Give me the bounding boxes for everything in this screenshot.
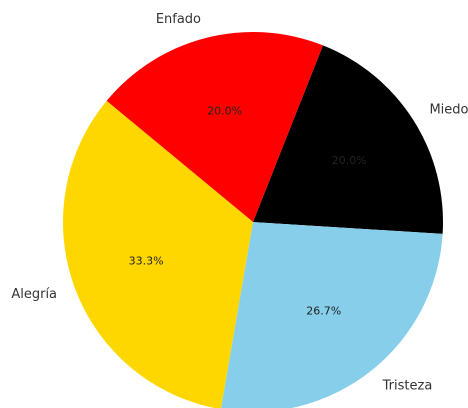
category-label: Alegría — [11, 287, 57, 302]
value-label: 26.7% — [306, 304, 341, 317]
category-label: Tristeza — [382, 378, 433, 393]
value-label: 20.0% — [207, 105, 242, 118]
value-label: 20.0% — [332, 154, 367, 167]
category-label: Enfado — [156, 12, 201, 27]
pie-slice — [253, 45, 443, 234]
category-label: Miedo — [429, 103, 468, 118]
pie-slice — [63, 100, 253, 408]
value-label: 33.3% — [129, 255, 164, 268]
pie-slice — [221, 222, 443, 408]
pie-slice — [106, 32, 323, 222]
